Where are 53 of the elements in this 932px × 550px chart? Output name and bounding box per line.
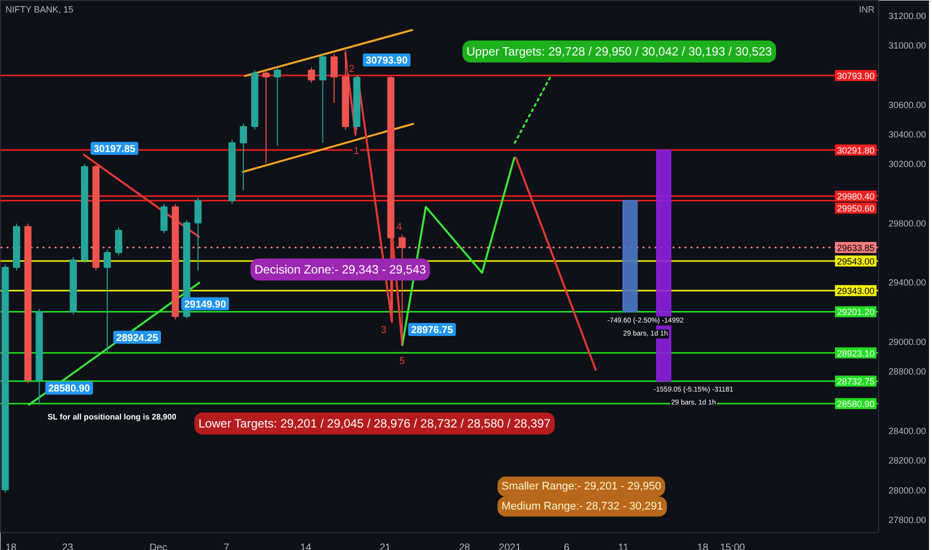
ref-line-label: 30793.90 [836,71,875,82]
annotation: Lower Targets: 29,201 / 29,045 / 28,976 / 28,732 / 28,580 / 28,397 [198,416,551,430]
ref-line-label: 28732.75 [836,376,875,387]
annotation: 30793.90 [366,56,408,67]
y-tick-label: 29000.00 [888,337,926,348]
chart-title: NIFTY BANK, 15 [6,4,74,14]
y-tick-label: 31200.00 [888,10,926,21]
annotation: 30197.85 [94,144,136,155]
candlestick [308,66,316,84]
y-tick-label: 30600.00 [888,100,926,110]
annotation: 3 [380,324,387,336]
candlestick [160,203,168,234]
y-tick-label: 30200.00 [888,159,926,170]
candlestick [274,66,281,146]
y-tick-label: 27800.00 [888,514,926,525]
candlestick [262,70,270,164]
candlestick [104,249,111,354]
ref-line-label: 29633.85 [836,243,875,254]
y-tick-label: 31000.00 [888,40,926,50]
candlestick [115,226,122,256]
annotation: 28976.75 [411,324,454,336]
annotation: Medium Range:- 28,732 - 30,291 [502,500,663,512]
ref-line-label: 28923.10 [836,348,875,358]
candlestick [194,197,202,271]
annotation: 1 [354,146,360,157]
annotation: 2 [348,64,355,76]
y-tick-label: 29800.00 [888,218,926,228]
ref-line-label: 29343.00 [836,286,875,296]
annotation: 5 [399,356,406,367]
annotation: 4 [396,222,402,233]
ref-line-label: 29201.20 [836,307,875,318]
annotation: Smaller Range:- 29,201 - 29,950 [502,480,662,492]
candlestick [240,123,247,191]
y-tick-label: 28400.00 [888,426,926,436]
annotation: 28924.25 [116,332,158,344]
annotation: Decision Zone:- 29,343 - 29,543 [254,262,426,276]
ref-line-label: 28580.90 [836,399,875,410]
legend-label: 29950.60 [836,204,875,214]
annotation: SL for all positional long is 28,900 [48,412,177,422]
ref-line-label: 29543.00 [836,256,875,267]
ref-line-label: 29980.40 [836,192,875,202]
y-tick-label: 28000.00 [888,485,926,496]
annotation: 29149.90 [184,299,226,310]
ref-line-label: 30291.80 [836,145,875,156]
candlestick [319,53,326,144]
candlestick [330,53,338,104]
y-tick-label: 30400.00 [888,129,926,140]
y-tick-label: 28200.00 [888,456,926,466]
annotation: 28580.90 [48,384,90,395]
y-axis-title: INR [859,4,875,14]
annotation: Upper Targets: 29,728 / 29,950 / 30,042 / 30,193 / 30,523 [466,44,772,58]
y-tick-label: 28800.00 [888,366,926,377]
y-tick-label: 29400.00 [888,278,926,288]
